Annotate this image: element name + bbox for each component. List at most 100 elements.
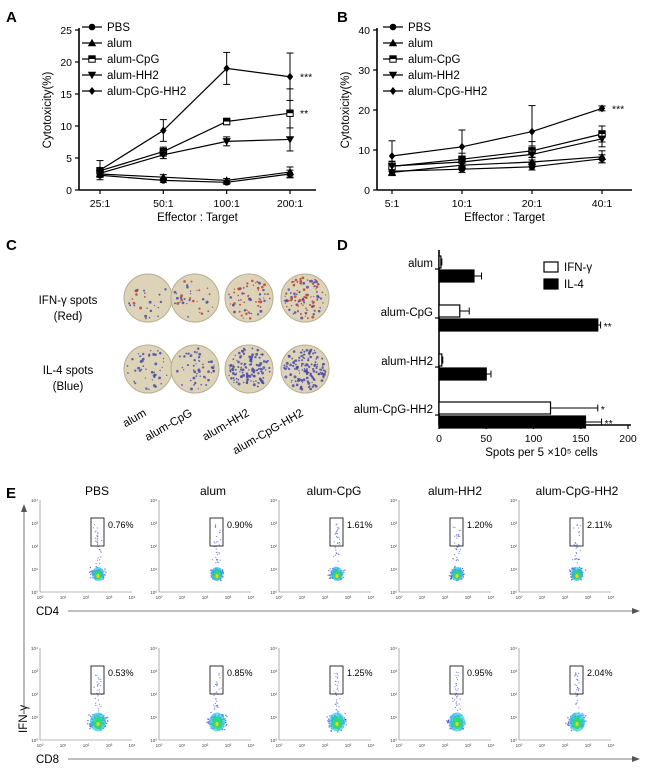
elispot-well-r2-c4-spot [304, 353, 306, 356]
elispot-well-r1-c2-spot [201, 298, 205, 301]
chart-a-annotation-alum-cpg: ** [300, 108, 308, 120]
flow-plot-cd4-alum-hh2-event-high [456, 558, 458, 561]
chart-a-series-alum-cpg-point-3 [286, 109, 294, 117]
flow-plot-cd4-alum-cpg-hh2-event-high [578, 534, 580, 536]
chart-b-x-label: Effector : Target [464, 212, 546, 224]
elispot-well-r1-c4-spot [304, 315, 306, 317]
elispot-well-r2-c4-spot [305, 376, 309, 380]
chart-d-xtick-label-150: 150 [572, 433, 590, 445]
flow-plot-cd8-alum-cpg-gate-percent: 1.25% [347, 668, 373, 678]
elispot-well-r1-c1-spot [146, 307, 148, 309]
flow-plot-cd8-pbs-xtick-0: 10⁰ [37, 743, 44, 748]
elispot-well-r2-c1-spot [158, 376, 161, 380]
elispot-well-r1-c4-spot [290, 297, 294, 301]
elispot-well-r2-c1-spot [150, 370, 154, 374]
elispot-well-r2-c2-spot [205, 384, 208, 387]
elispot-well-r1-c4-spot [286, 305, 288, 308]
flow-plot-cd8-pbs-event [89, 725, 91, 728]
elispot-well-r1-c1-plate [123, 273, 173, 323]
elispot-well-r2-c4-spot [302, 356, 305, 359]
elispot-well-r2-c4-spot [300, 379, 303, 382]
flow-plot-cd4-alum-cpg-hh2-ytick-4: 10⁴ [510, 498, 517, 503]
elispot-well-r2-c3-spot [251, 347, 254, 350]
cd8-axis-label: CD8 [36, 754, 59, 766]
elispot-well-r1-c1-spot [149, 309, 153, 313]
flow-plot-cd8-alum-cpg-hh2-ytick-0: 10⁰ [510, 738, 517, 743]
flow-plot-cd4-alum-hh2-event-high [455, 547, 457, 550]
flow-plot-cd8-alum-cpg-event-high [339, 698, 341, 700]
chart-b-ytick-label-0: 0 [364, 185, 370, 197]
flow-plot-cd4-alum-hh2-event [448, 575, 450, 577]
flow-plot-cd4-pbs-event-high [96, 534, 98, 537]
elispot-well-r1-c1-spot [153, 304, 156, 307]
elispot-well-r2-c3-spot [243, 348, 246, 351]
elispot-well-r2-c3-spot [229, 370, 232, 373]
elispot-well-r1-c3-spot [255, 301, 257, 303]
elispot-well-r1-c1-spot [148, 300, 152, 304]
elispot-well-r1-c3-spot [264, 293, 266, 295]
elispot-well-r2-c4-spot [313, 384, 317, 387]
flow-plot-cd8-alum-hh2-ytick-1: 10¹ [390, 715, 397, 720]
elispot-well-r2-c4-spot [285, 365, 288, 368]
elispot-well-r2-c4-spot [289, 373, 293, 376]
flow-plot-cd4-pbs-event [105, 571, 107, 573]
elispot-well-r1-c1-spot [158, 293, 161, 296]
flow-plot-cd8-pbs-event-high [95, 674, 97, 676]
elispot-well-r1-c4-spot [315, 280, 318, 284]
flow-plot-cd4-alum-cpg-ytick-4: 10⁴ [270, 498, 277, 503]
elispot-well-r2-c3-spot [241, 368, 245, 372]
flow-plot-cd4-alum-hh2-xtick-0: 10⁰ [396, 595, 403, 600]
elispot-well-r2-c3-spot [257, 367, 260, 370]
flow-plot-cd8-alum-cpg-hh2-xtick-4: 10⁴ [608, 743, 615, 748]
elispot-well-r2-c4-spot [323, 373, 326, 376]
flow-plot-cd8-alum-ytick-4: 10⁴ [150, 646, 157, 651]
flow-plot-cd4-pbs-event-high [93, 523, 96, 526]
flow-plot-cd8-alum-event-high [220, 687, 222, 689]
elispot-well-r2-c4-spot [283, 366, 285, 369]
flow-plot-cd8-alum-hh2-event-high [456, 689, 458, 692]
elispot-well-r1-c1-spot [144, 317, 147, 320]
elispot-well-r1-c2-spot [198, 307, 201, 310]
flow-plot-cd8-alum-cpg-event-high [336, 672, 338, 674]
flow-plot-cd8-alum-cpg-event-high [335, 709, 337, 711]
elispot-well-r1-c1-spot [134, 289, 138, 293]
elispot-well-r1-c3-spot [259, 305, 261, 308]
row-label-ifn: IFN-γ spots [39, 295, 98, 307]
flow-plot-cd4-pbs-event [104, 568, 106, 570]
elispot-well-r1-c4-spot [299, 277, 302, 281]
flow-plot-cd4-alum-cpg-hh2-event [584, 569, 587, 571]
elispot-well-r2-c1-spot [144, 377, 146, 379]
flow-plot-cd8-alum-cpg-hh2-event-high [576, 686, 578, 689]
flow-plot-cd4-alum-cpg-event [343, 572, 345, 574]
flow-plot-cd4-alum-cpg-event-high [339, 543, 341, 545]
flow-plot-cd4-alum-cpg-hh2-event-high [578, 527, 580, 529]
flow-plot-cd8-alum-hh2-event-high [455, 674, 457, 677]
elispot-well-r2-c4-spot [310, 363, 313, 366]
flow-plot-cd4-alum-cpg-event-high [335, 535, 338, 538]
elispot-well-r2-c3-spot [255, 380, 257, 382]
elispot-well-r2-c3-spot [255, 352, 259, 356]
elispot-well-r2-c3-spot [237, 378, 240, 381]
elispot-well-r2-c1-spot [137, 366, 141, 370]
flow-plot-cd8-pbs-event-high [98, 678, 100, 680]
flow-plot-cd8-alum-hh2-event-high [455, 684, 458, 687]
flow-plot-cd8-alum-cpg-event-high [338, 711, 340, 713]
flow-plot-cd8-alum-cpg-hh2-event [584, 715, 587, 717]
elispot-well-r2-c1-spot [137, 353, 140, 355]
elispot-well-r2-c4-spot [294, 380, 297, 383]
chart-a-ytick-label-5: 5 [66, 153, 72, 165]
chart-a-ytick-label-10: 10 [60, 121, 72, 133]
elispot-well-r2-c3-spot [230, 377, 232, 379]
flow-plot-cd8-alum-ytick-1: 10¹ [150, 715, 157, 720]
flow-plot-cd8-alum-hh2-event-high [456, 677, 458, 679]
flow-plot-cd8-alum-cpg-hh2-event-high [577, 689, 580, 692]
elispot-well-r1-c3-spot [229, 296, 233, 299]
elispot-well-r2-c2 [170, 344, 220, 394]
elispot-well-r2-c4-spot [288, 356, 291, 358]
elispot-well-r1-c4-spot [295, 293, 298, 296]
elispot-well-r2-c4-spot [307, 385, 311, 389]
flow-plot-cd8-alum-xtick-2: 10² [202, 743, 209, 748]
flow-plot-cd8-alum-cpg-ytick-4: 10⁴ [270, 646, 277, 651]
elispot-well-r1-c2-spot [180, 294, 183, 298]
chart-a-series-alum-cpg-hh2-point-2 [223, 64, 230, 73]
